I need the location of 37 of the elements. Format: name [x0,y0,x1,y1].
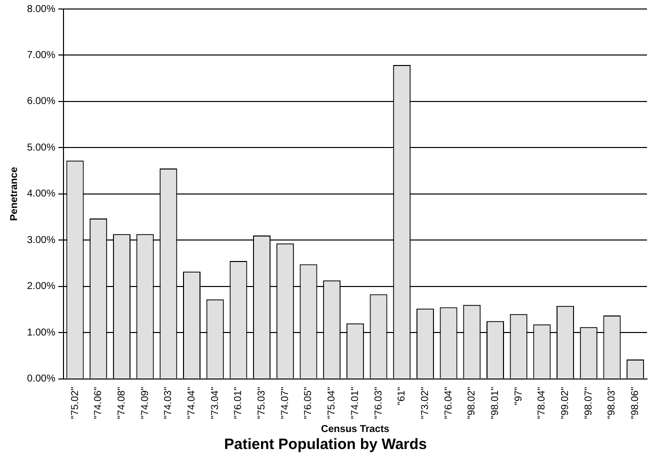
x-tick-label: "97" [513,386,524,406]
x-tick-label: "98.06" [630,386,642,419]
y-tick-label: 5.00% [26,142,56,154]
x-tick-label: "99.02" [560,386,572,419]
x-tick-label: "73.04" [210,386,221,419]
x-tick-label: "76.05" [303,386,314,419]
x-tick-label: "73.02" [420,386,431,419]
x-tick-label: "98.07" [583,386,594,419]
x-tick-label: "75.02" [70,386,81,419]
x-tick-label: "76.04" [443,386,454,419]
x-tick-label: "75.03" [256,386,268,419]
x-tick-label: "75.04" [326,386,338,419]
x-tick-label: "74.06" [93,386,104,419]
text: Patient Population by Wards [224,436,427,454]
y-tick-label: 2.00% [26,281,56,292]
x-tick-label: "74.01" [350,386,361,419]
x-tick-label: "74.03" [163,386,174,419]
x-tick-label: "98.03" [606,386,618,419]
y-tick-label: 4.00% [26,188,56,200]
y-tick-label: 3.00% [26,234,56,246]
x-tick-label: "76.01" [233,386,244,419]
y-tick-label: 8.00% [26,4,56,15]
y-tick-label: 0.00% [26,374,56,385]
x-tick-label: "98.01" [490,386,501,419]
x-tick-label: "61" [396,386,408,406]
y-axis-title: Penetrance [8,166,20,221]
x-tick-label: "76.03" [373,386,384,419]
x-axis-title: Census Tracts [320,424,390,435]
y-tick-label: 6.00% [26,96,56,108]
x-tick-label: "74.08" [116,386,128,419]
x-tick-label: "74.04" [186,386,198,419]
x-tick-label: "74.09" [140,386,151,419]
x-tick-label: "74.07" [280,386,291,419]
y-tick-label: 7.00% [26,50,56,61]
x-tick-label: "78.04" [536,386,548,419]
y-tick-label: 1.00% [26,327,56,338]
x-tick-label: "98.02" [466,386,478,419]
